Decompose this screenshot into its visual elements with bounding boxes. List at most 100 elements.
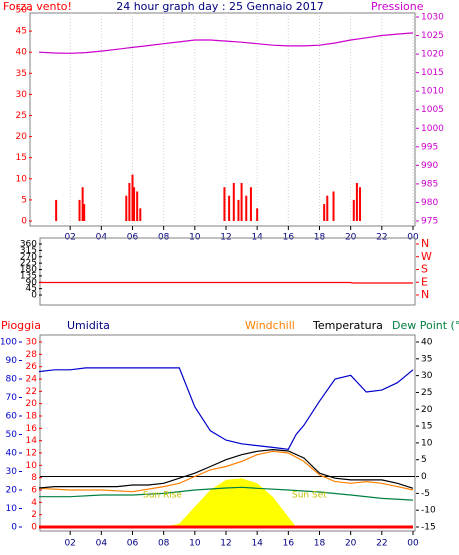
y-tick-label: 15 bbox=[16, 153, 27, 163]
bar bbox=[78, 199, 81, 221]
y2-tick-label: 1020 bbox=[421, 50, 444, 60]
y2-tick-label: 995 bbox=[421, 142, 438, 152]
y2-tick-label: 15 bbox=[421, 422, 432, 432]
y-tick-label: 35 bbox=[16, 69, 27, 79]
y2-tick-label: 1025 bbox=[421, 31, 444, 41]
y3-tick-label: 2 bbox=[31, 510, 37, 520]
y-tick-label: 45 bbox=[26, 284, 37, 294]
pressure-label: Pressione bbox=[371, 0, 424, 13]
y2-tick-label: 10 bbox=[421, 438, 433, 448]
y-tick-label: 5 bbox=[21, 195, 27, 205]
y2-tick-label: -5 bbox=[421, 489, 430, 499]
y3-tick-label: 22 bbox=[26, 387, 37, 397]
y-tick-label: 0 bbox=[21, 217, 27, 227]
bar bbox=[240, 183, 243, 221]
bar bbox=[352, 199, 355, 221]
y3-tick-label: 8 bbox=[31, 473, 37, 483]
bar bbox=[249, 187, 252, 221]
y-tick-label: 45 bbox=[16, 27, 27, 37]
y3-tick-label: 18 bbox=[26, 412, 38, 422]
y2-tick-label: 20 bbox=[421, 405, 433, 415]
y-tick-label: 25 bbox=[16, 111, 27, 121]
y-tick-label: 80 bbox=[6, 375, 18, 385]
y-tick-label: 30 bbox=[16, 90, 28, 100]
y2-tick-label: 30 bbox=[421, 371, 433, 381]
line bbox=[38, 450, 414, 493]
y3-tick-label: 20 bbox=[26, 399, 38, 409]
bar bbox=[256, 208, 259, 221]
y2-tick-label: W bbox=[421, 250, 432, 263]
y2-tick-label: 5 bbox=[421, 455, 427, 465]
y-tick-label: 180 bbox=[20, 265, 37, 275]
bar bbox=[139, 208, 142, 221]
x-tick-label: 16 bbox=[283, 539, 295, 549]
y3-tick-label: 16 bbox=[26, 424, 38, 434]
y-tick-label: 50 bbox=[6, 430, 18, 440]
plot-frame bbox=[29, 12, 416, 227]
y-tick-label: 20 bbox=[16, 132, 28, 142]
plot-frame bbox=[39, 334, 416, 532]
y-tick-label: 60 bbox=[6, 412, 18, 422]
x-tick-label: 20 bbox=[345, 539, 357, 549]
y3-tick-label: 30 bbox=[26, 338, 38, 348]
y-tick-label: 100 bbox=[0, 338, 17, 348]
y2-tick-label: 990 bbox=[421, 161, 438, 171]
line bbox=[38, 448, 414, 489]
y-tick-label: 225 bbox=[20, 259, 37, 269]
series-label: Windchill bbox=[245, 319, 295, 332]
bar bbox=[232, 183, 235, 221]
x-tick-label: 08 bbox=[158, 539, 170, 549]
y3-tick-label: 26 bbox=[26, 362, 38, 372]
bar bbox=[245, 195, 248, 221]
y3-tick-label: 14 bbox=[26, 436, 38, 446]
bar bbox=[237, 199, 240, 221]
x-tick-label: 10 bbox=[189, 539, 201, 549]
annotation: Sun Rise bbox=[143, 491, 182, 501]
x-tick-label: 02 bbox=[64, 539, 75, 549]
y-tick-label: 90 bbox=[26, 278, 38, 288]
y-tick-label: 40 bbox=[16, 48, 28, 58]
series-label: Dew Point (°C bbox=[392, 319, 459, 332]
bar bbox=[131, 174, 134, 221]
bar bbox=[359, 187, 362, 221]
y3-tick-label: 4 bbox=[31, 498, 37, 508]
y2-tick-label: 1000 bbox=[421, 124, 444, 134]
line bbox=[38, 367, 414, 450]
y3-tick-label: 24 bbox=[26, 375, 38, 385]
y2-tick-label: 40 bbox=[421, 338, 433, 348]
line bbox=[39, 281, 413, 284]
line bbox=[39, 486, 414, 501]
y-tick-label: 10 bbox=[6, 504, 18, 514]
series-label: Temperatura bbox=[312, 319, 383, 332]
y3-tick-label: 12 bbox=[26, 449, 37, 459]
chart-title: 24 hour graph day : 25 Gennaio 2017 bbox=[116, 0, 324, 13]
y2-tick-label: 1030 bbox=[421, 13, 444, 23]
bar bbox=[128, 183, 131, 221]
x-tick-label: 12 bbox=[220, 539, 231, 549]
x-tick-label: 04 bbox=[96, 539, 108, 549]
y2-tick-label: N bbox=[421, 237, 429, 250]
y2-tick-label: 1005 bbox=[421, 105, 444, 115]
y-tick-label: 30 bbox=[6, 467, 18, 477]
x-tick-label: 22 bbox=[376, 539, 387, 549]
y2-tick-label: 25 bbox=[421, 388, 432, 398]
y-tick-label: 50 bbox=[16, 6, 28, 16]
y2-tick-label: 985 bbox=[421, 179, 438, 189]
y2-tick-label: 1015 bbox=[421, 68, 444, 78]
bar bbox=[326, 195, 329, 221]
y-tick-label: 0 bbox=[31, 291, 37, 301]
annotation: Sun Set bbox=[292, 491, 327, 501]
y-tick-label: 270 bbox=[20, 252, 37, 262]
y-tick-label: 360 bbox=[20, 240, 37, 250]
x-tick-label: 14 bbox=[251, 539, 263, 549]
y-tick-label: 70 bbox=[6, 393, 18, 403]
wind-label: Forza vento! bbox=[3, 0, 72, 13]
x-tick-label: 00 bbox=[407, 539, 419, 549]
y2-tick-label: 1010 bbox=[421, 87, 444, 97]
rain-label: Pioggia bbox=[1, 319, 41, 332]
bar bbox=[355, 183, 358, 221]
x-tick-label: 18 bbox=[314, 539, 326, 549]
bar bbox=[55, 199, 58, 221]
y2-tick-label: -15 bbox=[421, 523, 436, 533]
